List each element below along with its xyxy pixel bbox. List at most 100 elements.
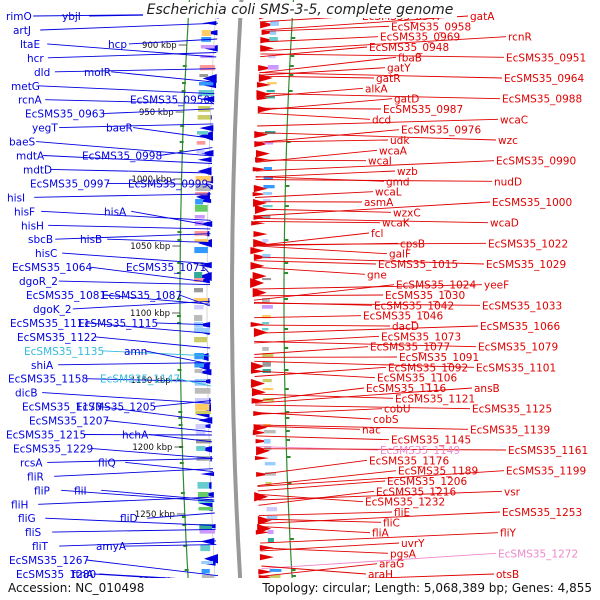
gene-label[interactable]: EcSMS35_1087: [102, 290, 182, 302]
gene-label[interactable]: hisA: [104, 206, 127, 218]
gene-label[interactable]: EcSMS35_1042: [374, 300, 454, 312]
gene-label[interactable]: ltaE: [20, 39, 40, 51]
gene-label[interactable]: EcSMS35_1267: [9, 555, 89, 567]
gene-label[interactable]: EcSMS35_0998: [82, 151, 162, 163]
gene-label[interactable]: fcl: [371, 228, 383, 240]
gene-label[interactable]: amyA: [96, 541, 127, 553]
gene-label[interactable]: galF: [389, 249, 411, 261]
gene-label[interactable]: EcSMS35_1106: [377, 373, 457, 385]
gene-label[interactable]: EcSMS35_1205: [76, 402, 156, 414]
gene-label[interactable]: wcaC: [500, 114, 528, 126]
gene-label[interactable]: fliP: [34, 485, 50, 497]
gene-label[interactable]: yegT: [32, 123, 58, 135]
gene-label[interactable]: EcSMS35_1215: [6, 430, 86, 442]
gene-label[interactable]: asmA: [364, 197, 394, 209]
gene-label[interactable]: EcSMS35_1139: [470, 424, 550, 436]
gene-label[interactable]: EcSMS35_1073: [381, 331, 461, 343]
gene-label[interactable]: yeeF: [484, 280, 509, 292]
gene-label[interactable]: rcsA: [20, 457, 43, 469]
gene-label[interactable]: EcSMS35_1176: [369, 455, 449, 467]
gene-label[interactable]: EcSMS35_1122: [17, 332, 97, 344]
gene-label[interactable]: EcSMS35_1161: [508, 445, 588, 457]
gene-label[interactable]: hchA: [122, 430, 149, 442]
gene-label[interactable]: EcSMS35_1046: [363, 311, 443, 323]
gene-label[interactable]: gne: [367, 269, 387, 281]
gene-label[interactable]: vsr: [504, 486, 521, 498]
gene-label[interactable]: fliT: [32, 541, 49, 553]
gene-label[interactable]: gatY: [387, 63, 411, 75]
gene-label[interactable]: ybjI: [62, 11, 81, 23]
gene-label[interactable]: pgsA: [390, 548, 417, 560]
gene-label[interactable]: fliH: [11, 499, 28, 511]
gene-label[interactable]: EcSMS35_1232: [365, 497, 445, 509]
gene-label[interactable]: dgoR_2: [19, 276, 58, 288]
gene-label[interactable]: dacD: [392, 321, 419, 333]
gene-label[interactable]: EcSMS35_1158: [8, 374, 88, 386]
gene-label[interactable]: fliC: [383, 517, 400, 529]
gene-label[interactable]: EcSMS35_0963: [25, 109, 105, 121]
gene-label[interactable]: wzxC: [393, 207, 421, 219]
gene-label[interactable]: dgoK_2: [33, 304, 72, 316]
gene-label[interactable]: gatR: [376, 73, 401, 85]
gene-label[interactable]: shiA: [31, 360, 54, 372]
gene-label[interactable]: wzb: [397, 166, 418, 178]
gene-label[interactable]: EcSMS35_0988: [502, 94, 582, 106]
gene-label[interactable]: hcr: [27, 53, 44, 65]
gene-label[interactable]: EcSMS35_1149: [380, 445, 460, 457]
gene-label[interactable]: EcSMS35_0948: [369, 42, 449, 54]
gene-label[interactable]: EcSMS35_0987: [383, 104, 463, 116]
gene-label[interactable]: mdtA: [16, 151, 45, 163]
gene-label[interactable]: EcSMS35_1253: [502, 507, 582, 519]
gene-label[interactable]: EcSMS35_1066: [480, 321, 560, 333]
gene-label[interactable]: cpsB: [400, 238, 425, 250]
gene-label[interactable]: EcSMS35_1125: [472, 404, 552, 416]
gene-label[interactable]: hisF: [14, 206, 35, 218]
gene-label[interactable]: EcSMS35_1147: [100, 374, 180, 386]
gene-label[interactable]: EcSMS35_1189: [398, 466, 478, 478]
gene-label[interactable]: hisH: [21, 220, 44, 232]
gene-label[interactable]: EcSMS35_1116: [366, 383, 446, 395]
gene-label[interactable]: EcSMS35_1091: [399, 352, 479, 364]
gene-label[interactable]: baeS: [9, 137, 36, 149]
gene-label[interactable]: wcaI: [368, 156, 392, 168]
gene-label[interactable]: wcaL: [375, 187, 402, 199]
gene-label[interactable]: EcSMS35_1024: [396, 280, 476, 292]
gene-label[interactable]: EcSMS35_1033: [482, 300, 562, 312]
gene-label[interactable]: mdtD: [23, 164, 52, 176]
gene-label[interactable]: fliI: [74, 485, 87, 497]
gene-label[interactable]: moIR: [84, 67, 111, 79]
gene-label[interactable]: fliS: [25, 527, 42, 539]
gene-label[interactable]: fliA: [372, 528, 390, 540]
gene-label[interactable]: EcSMS35_1030: [385, 290, 465, 302]
gene-label[interactable]: EcSMS35_1022: [488, 238, 568, 250]
gene-label[interactable]: udk: [390, 135, 410, 147]
gene-label[interactable]: EcSMS35_1206: [387, 476, 467, 488]
gene-label[interactable]: dld: [34, 67, 50, 79]
gene-label[interactable]: EcSMS35_0950: [130, 95, 210, 107]
gene-label[interactable]: EcSMS35_1272: [498, 548, 578, 560]
gene-label[interactable]: wzc: [498, 135, 518, 147]
gene-label[interactable]: EcSMS35_0951: [506, 52, 586, 64]
gene-label[interactable]: amn: [124, 346, 147, 358]
gene-label[interactable]: EcSMS35_0976: [401, 125, 481, 137]
gene-label[interactable]: hisB: [80, 234, 102, 246]
gene-label[interactable]: wcaD: [490, 218, 519, 230]
gene-label[interactable]: fliQ: [98, 457, 116, 469]
gene-label[interactable]: metG: [11, 81, 40, 93]
gene-label[interactable]: uvrY: [401, 538, 425, 550]
gene-label[interactable]: gatD: [394, 94, 419, 106]
gene-label[interactable]: EcSMS35_1101: [476, 362, 556, 374]
gene-label[interactable]: hisI: [7, 192, 25, 204]
gene-label[interactable]: cobU: [384, 404, 411, 416]
gene-label[interactable]: EcSMS35_1229: [13, 443, 93, 455]
gene-label[interactable]: EcSMS35_1077: [370, 342, 450, 354]
gene-label[interactable]: EcSMS35_1111: [10, 318, 90, 330]
gene-label[interactable]: EcSMS35_1092: [388, 362, 468, 374]
gene-label[interactable]: EcSMS35_0999: [128, 178, 208, 190]
gene-label[interactable]: EcSMS35_1029: [486, 259, 566, 271]
gene-label[interactable]: cobS: [373, 414, 399, 426]
gene-label[interactable]: artJ: [13, 25, 31, 37]
gene-label[interactable]: fliD: [120, 513, 138, 525]
gene-label[interactable]: hcp: [108, 39, 127, 51]
gene-label[interactable]: EcSMS35_1121: [395, 393, 475, 405]
